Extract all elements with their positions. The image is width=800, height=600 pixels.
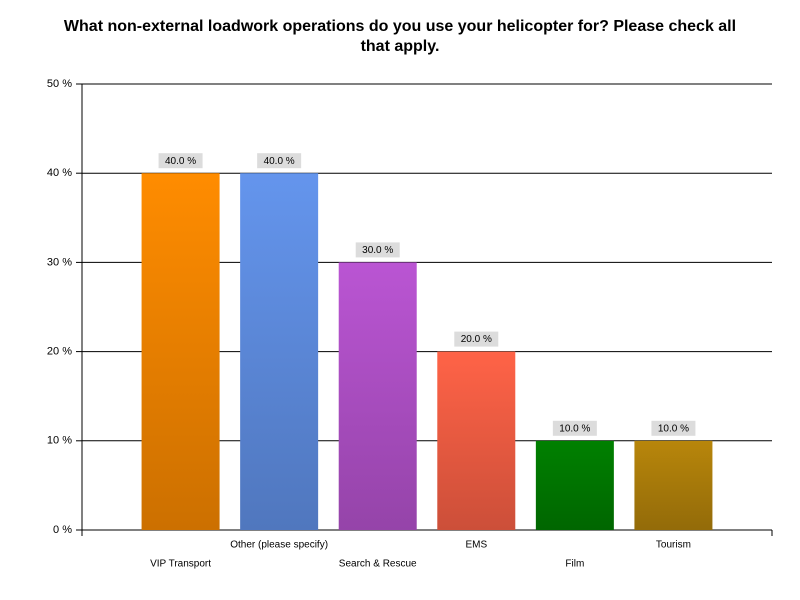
value-label-box [552,420,597,436]
x-tick-label: Search & Rescue [339,559,417,570]
bar [141,173,220,530]
y-tick-label: 30 % [47,256,72,268]
value-label-box [355,242,400,258]
value-label: 30.0 % [362,245,393,256]
chart-title: What non-external loadwork operations do… [63,18,737,55]
value-label-box [257,153,302,169]
x-tick-label: EMS [465,540,487,551]
value-label: 20.0 % [461,334,492,345]
bar [240,173,319,530]
value-label-box [651,420,696,436]
value-label: 10.0 % [559,423,590,434]
value-label-box [454,331,499,347]
value-label: 40.0 % [264,156,295,167]
y-tick-label: 10 % [47,435,72,447]
x-tick-label: Film [565,559,584,570]
value-label-box [158,153,203,169]
bar [535,440,614,530]
bar [338,262,417,530]
x-tick-label: VIP Transport [150,559,211,570]
y-tick-label: 20 % [47,346,72,358]
y-tick-label: 40 % [47,167,72,179]
x-tick-label: Other (please specify) [230,540,328,551]
value-label: 40.0 % [165,156,196,167]
y-tick-label: 50 % [47,78,72,90]
x-tick-label: Tourism [656,540,691,551]
bar [634,440,713,530]
value-label: 10.0 % [658,423,689,434]
bar [437,351,516,530]
y-tick-label: 0 % [53,524,72,536]
